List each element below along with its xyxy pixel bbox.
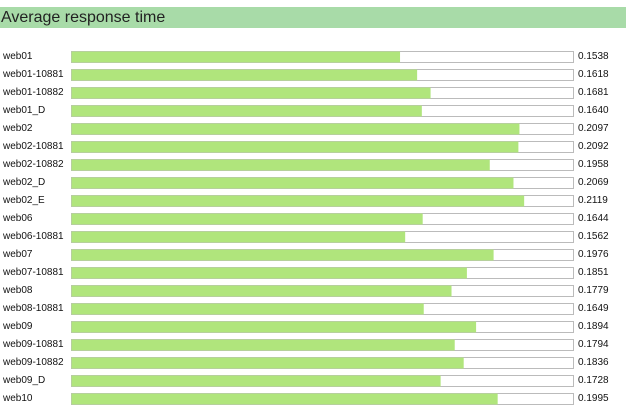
value-label: 0.1728	[578, 375, 609, 386]
value-label: 0.1794	[578, 339, 609, 350]
value-label: 0.2092	[578, 141, 609, 152]
bar	[71, 321, 477, 333]
category-label: web02_D	[2, 177, 45, 188]
category-label: web09	[2, 321, 33, 332]
bar	[71, 375, 441, 387]
category-label: web01	[2, 51, 33, 62]
value-label: 0.1649	[578, 303, 609, 314]
category-label: web02	[2, 123, 33, 134]
chart-row: web01_D 0.1640	[2, 105, 609, 117]
value-label: 0.2119	[578, 195, 608, 206]
value-label: 0.2069	[578, 177, 609, 188]
chart-title: Average response time	[1, 9, 166, 26]
category-label: web08-10881	[2, 303, 64, 314]
chart-row: web09-10881 0.1794	[2, 339, 609, 351]
value-label: 0.1851	[578, 267, 609, 278]
chart-row: web02 0.2097	[2, 123, 609, 135]
chart-row: web09 0.1894	[2, 321, 609, 333]
bar	[71, 177, 514, 189]
category-label: web01_D	[2, 105, 45, 116]
value-label: 0.1894	[578, 321, 609, 332]
chart-row: web01-10881 0.1618	[2, 69, 609, 81]
value-label: 0.1681	[578, 87, 609, 98]
category-label: web06	[2, 213, 33, 224]
value-label: 0.1562	[578, 231, 609, 242]
bar	[71, 303, 424, 315]
bar	[71, 393, 498, 405]
bar	[71, 231, 406, 243]
bar	[71, 339, 455, 351]
bar	[71, 87, 431, 99]
category-label: web10	[2, 393, 33, 404]
bar	[71, 195, 525, 207]
bar	[71, 285, 452, 297]
chart-row: web06-10881 0.1562	[2, 231, 609, 243]
category-label: web09-10881	[2, 339, 64, 350]
chart-row: web06 0.1644	[2, 213, 609, 225]
category-label: web09_D	[2, 375, 45, 386]
category-label: web07-10881	[2, 267, 64, 278]
value-label: 0.1779	[578, 285, 609, 296]
chart-row: web02_E 0.2119	[2, 195, 608, 207]
chart-row: web09_D 0.1728	[2, 375, 609, 387]
chart-row: web08 0.1779	[2, 285, 609, 297]
value-label: 0.1640	[578, 105, 609, 116]
bar	[71, 159, 490, 171]
chart-row: web07 0.1976	[2, 249, 609, 261]
value-label: 0.1976	[578, 249, 609, 260]
chart-row: web02-10881 0.2092	[2, 141, 609, 153]
bar	[71, 123, 520, 135]
chart-row: web10 0.1995	[2, 393, 609, 405]
category-label: web07	[2, 249, 33, 260]
category-label: web09-10882	[2, 357, 64, 368]
value-label: 0.1836	[578, 357, 609, 368]
bar	[71, 357, 464, 369]
category-label: web06-10881	[2, 231, 64, 242]
value-label: 0.1538	[578, 51, 609, 62]
chart-row: web09-10882 0.1836	[2, 357, 609, 369]
value-label: 0.1618	[578, 69, 609, 80]
category-label: web02-10882	[2, 159, 64, 170]
value-label: 0.1644	[578, 213, 609, 224]
bar	[71, 105, 422, 117]
chart-row: web02_D 0.2069	[2, 177, 609, 189]
category-label: web02-10881	[2, 141, 64, 152]
bar	[71, 267, 467, 279]
value-label: 0.2097	[578, 123, 609, 134]
bar	[71, 249, 494, 261]
bar	[71, 141, 519, 153]
chart-row: web02-10882 0.1958	[2, 159, 609, 171]
chart-row: web01 0.1538	[2, 51, 609, 63]
chart-row: web08-10881 0.1649	[2, 303, 609, 315]
value-label: 0.1995	[578, 393, 609, 404]
bar	[71, 213, 423, 225]
category-label: web01-10881	[2, 69, 64, 80]
bar	[71, 69, 418, 81]
category-label: web01-10882	[2, 87, 64, 98]
chart-row: web01-10882 0.1681	[2, 87, 609, 99]
chart-row: web07-10881 0.1851	[2, 267, 609, 279]
category-label: web08	[2, 285, 33, 296]
category-label: web02_E	[2, 195, 45, 206]
value-label: 0.1958	[578, 159, 609, 170]
bar	[71, 51, 401, 63]
chart-title-bar: Average response time	[0, 7, 626, 28]
